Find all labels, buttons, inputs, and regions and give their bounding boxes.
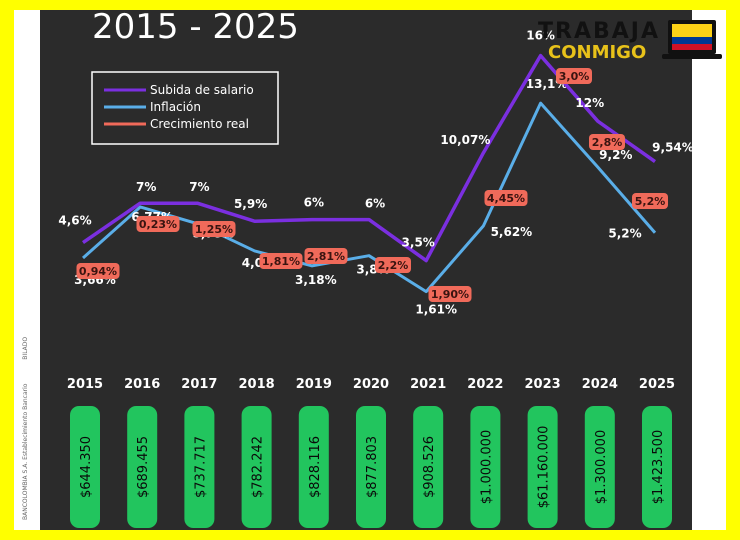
year-label: 2023 xyxy=(525,377,561,392)
real-growth-label: 2,8% xyxy=(592,136,623,149)
real-growth-pill xyxy=(375,257,411,273)
salary-label: 9,54% xyxy=(652,141,694,155)
wage-pill xyxy=(470,406,501,528)
wage-label: $689.455 xyxy=(136,436,151,498)
legend: Subida de salario Inflación Crecimiento … xyxy=(91,71,279,145)
inflation-label: 5,62% xyxy=(491,225,533,239)
wage-pill xyxy=(584,406,615,528)
year-label: 2017 xyxy=(181,377,217,392)
wage-pill xyxy=(184,406,215,528)
salary-label: 5,9% xyxy=(234,197,267,211)
wage-label: $908.526 xyxy=(422,436,437,498)
salary-label: 7% xyxy=(136,180,156,194)
salary-label: 16% xyxy=(526,29,555,43)
real-growth-label: 0,23% xyxy=(139,218,177,231)
wage-label: $782.242 xyxy=(251,436,266,498)
real-growth-pill xyxy=(556,68,592,84)
year-label: 2025 xyxy=(639,377,675,392)
real-growth-label: 1,90% xyxy=(431,288,469,301)
real-growth-label: 2,81% xyxy=(307,250,345,263)
salary-label: 10,07% xyxy=(440,133,490,147)
real-growth-label: 4,45% xyxy=(487,192,525,205)
legend-real-growth-label: Crecimiento real xyxy=(150,117,249,131)
real-growth-pill xyxy=(304,248,348,264)
real-growth-label: 1,25% xyxy=(195,223,233,236)
chart-title: 2015 - 2025 xyxy=(92,7,299,47)
real-growth-label: 5,2% xyxy=(635,195,666,208)
inflation-label: 5,2% xyxy=(608,227,641,241)
legend-inflation-label: Inflación xyxy=(150,100,201,114)
salary-label: 4,6% xyxy=(58,214,91,228)
logo-text-conmigo: CONMIGO xyxy=(548,42,646,63)
wage-pill xyxy=(642,406,672,528)
wage-pill xyxy=(298,406,329,528)
wage-pill xyxy=(527,406,558,528)
real-growth-pill xyxy=(484,190,528,206)
legend-salary-label: Subida de salario xyxy=(150,83,254,97)
legend-box xyxy=(91,71,279,145)
wage-label: $1.300.000 xyxy=(594,430,609,504)
inflation-label: 9,2% xyxy=(599,148,632,162)
year-label: 2021 xyxy=(410,377,446,392)
logo-text-trabaja: TRABAJA xyxy=(538,19,660,44)
wage-label: $644.350 xyxy=(79,436,94,498)
year-label: 2019 xyxy=(296,377,332,392)
wage-pill xyxy=(70,406,100,528)
salary-label: 6% xyxy=(304,196,324,210)
year-label: 2022 xyxy=(467,377,503,392)
real-growth-pill xyxy=(192,221,236,237)
real-growth-pill xyxy=(136,216,180,232)
salary-label: 3,5% xyxy=(402,236,435,250)
real-growth-pill xyxy=(428,286,472,302)
laptop-flag-icon xyxy=(662,20,722,59)
trabaja-conmigo-logo: TRABAJA CONMIGO xyxy=(538,19,722,63)
real-growth-label: 3,0% xyxy=(559,70,590,83)
real-growth-pill xyxy=(76,263,120,279)
wage-label: $737.717 xyxy=(193,436,208,498)
inflation-label: 1,61% xyxy=(415,303,457,317)
year-label: 2015 xyxy=(67,377,103,392)
salary-label: 7% xyxy=(189,180,209,194)
wage-label: $828.116 xyxy=(308,436,323,498)
real-growth-label: 1,81% xyxy=(262,255,300,268)
real-growth-pill xyxy=(259,253,303,269)
wage-pill xyxy=(127,406,158,528)
wage-pill xyxy=(356,406,386,528)
minimum-wage-pills: $644.350 $689.455 $737.717 $782.242 $828.116… xyxy=(70,406,672,528)
wage-pill xyxy=(413,406,444,528)
real-growth-labels: 0,94% 0,23% 1,25% 1,81% 2,81% 2,2% 1,90% 4,45% 3… xyxy=(76,68,668,302)
wage-pill xyxy=(241,406,272,528)
salary-label: 6% xyxy=(365,197,385,211)
year-label: 2016 xyxy=(124,377,160,392)
wage-label: $61.160.000 xyxy=(537,426,552,509)
inflation-series: 3,66%6,77%5,75%4,09%3,18%3,8%1,61%5,62%1… xyxy=(74,77,657,317)
wage-label: $1.423.500 xyxy=(651,430,666,504)
year-axis: 2015 2016 2017 2018 2019 2020 2021 2022 2023 2024… xyxy=(67,377,675,392)
year-label: 2018 xyxy=(239,377,275,392)
real-growth-label: 2,2% xyxy=(378,259,409,272)
real-growth-label: 0,94% xyxy=(79,265,117,278)
inflation-label: 3,18% xyxy=(295,273,337,287)
year-label: 2020 xyxy=(353,377,389,392)
year-label: 2024 xyxy=(582,377,618,392)
salary-label: 12% xyxy=(575,96,604,110)
real-growth-pill xyxy=(589,134,625,150)
wage-label: $877.803 xyxy=(365,436,380,498)
wage-label: $1.000.000 xyxy=(479,430,494,504)
real-growth-pill xyxy=(632,193,668,209)
